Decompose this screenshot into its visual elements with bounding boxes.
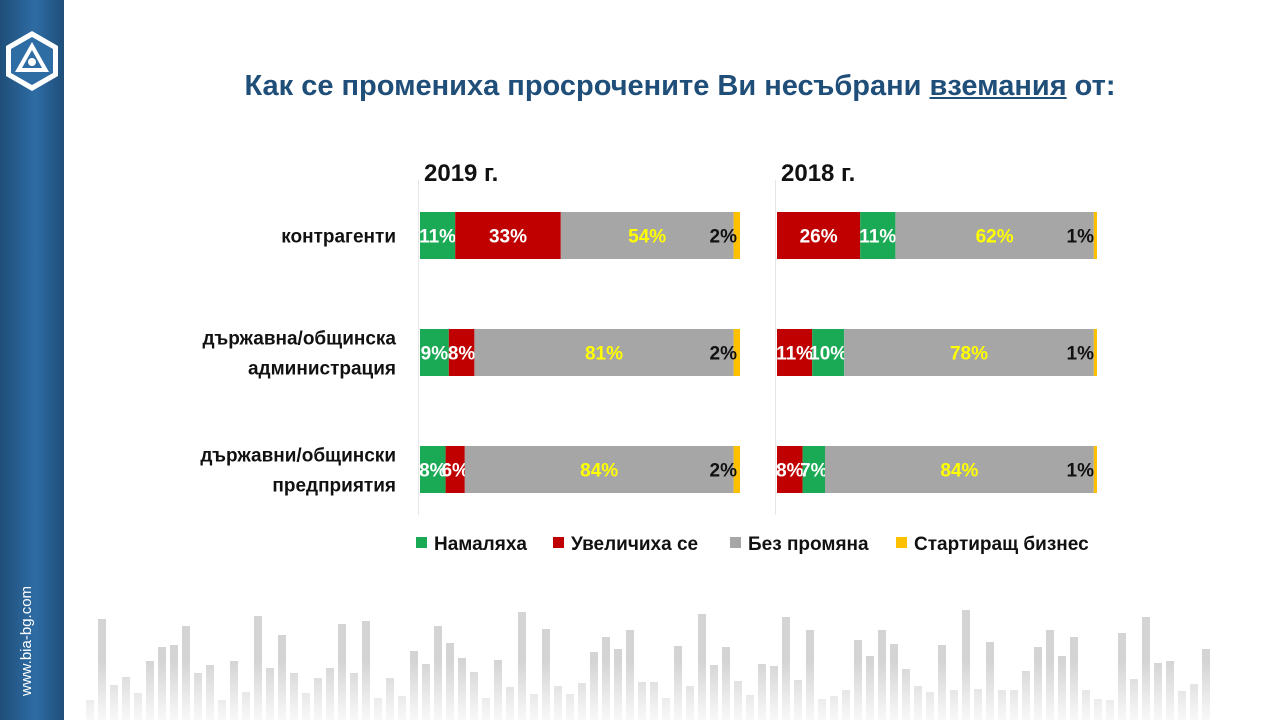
panel-title: 2019 г. [424, 160, 498, 187]
decorative-bars [64, 610, 1280, 720]
category-label: държавна/общинска [203, 329, 397, 350]
bar-намаляха-1 [420, 329, 449, 376]
data-label: 62% [976, 227, 1014, 248]
bar-увеличиха-се-1 [777, 329, 813, 376]
data-label: 11% [859, 227, 896, 248]
legend-swatch-увеличиха-се [553, 537, 564, 548]
category-labels: контрагенти държавна/общинска администраци… [200, 227, 396, 497]
bar-намаляха-0 [860, 212, 896, 259]
data-label: 1% [1067, 227, 1095, 248]
legend-label: Увеличиха се [571, 534, 698, 555]
bar-увеличиха-се-0 [455, 212, 561, 259]
category-label: предприятия [272, 476, 396, 497]
bar-стартиращ-бизнес-1 [733, 329, 740, 376]
bar-стартиращ-бизнес-1 [1093, 329, 1097, 376]
data-label: 2% [710, 461, 738, 482]
title-end: от: [1066, 70, 1116, 102]
bar-стартиращ-бизнес-2 [733, 446, 740, 493]
data-label: 78% [950, 344, 988, 365]
panel-1: 2018 г.26% 11% 62% 1%11%10% 78% 1%8%7% 84% 1% [776, 160, 1097, 493]
data-label: 8% [448, 344, 476, 365]
data-label: 54% [628, 227, 666, 248]
bia-logo-icon [6, 31, 58, 91]
legend-label: Без промяна [748, 534, 869, 555]
bar-без-промяна-0 [560, 212, 734, 259]
data-label: 11% [776, 344, 813, 365]
bar-увеличиха-се-2 [445, 446, 465, 493]
panel-0: 2019 г.11% 33% 54% 2%9% 8% 81% 2%8%6% 84% 2% [419, 160, 740, 493]
bar-увеличиха-се-1 [448, 329, 475, 376]
legend-swatch-намаляха [416, 537, 427, 548]
panel-axes [418, 180, 776, 515]
title-main: Как се промениха просрочените Ви несъбра… [244, 70, 930, 102]
data-label: 10% [809, 344, 847, 365]
legend-swatch-стартиращ-бизнес [896, 537, 907, 548]
sidebar: www.bia-bg.com [0, 0, 64, 720]
data-label: 7% [800, 461, 828, 482]
data-label: 81% [585, 344, 623, 365]
slide-title: Как се промениха просрочените Ви несъбра… [0, 70, 1280, 103]
data-label: 26% [800, 227, 838, 248]
data-label: 11% [419, 227, 456, 248]
bar-намаляха-0 [420, 212, 456, 259]
data-label: 84% [940, 461, 978, 482]
bar-увеличиха-се-0 [777, 212, 861, 259]
data-label: 9% [421, 344, 449, 365]
data-label: 33% [489, 227, 527, 248]
title-keyword: вземания [929, 70, 1067, 102]
bar-без-промяна-1 [844, 329, 1094, 376]
bar-без-промяна-2 [464, 446, 734, 493]
chart-legend: Намаляха Увеличиха се Без промяна Стартиращ… [416, 534, 1089, 555]
deco-fade [64, 660, 1280, 720]
bar-намаляха-2 [802, 446, 825, 493]
data-label: 84% [580, 461, 618, 482]
data-label: 6% [441, 461, 469, 482]
bar-без-промяна-1 [474, 329, 734, 376]
category-label: държавни/общински [200, 446, 396, 467]
bar-без-промяна-0 [895, 212, 1094, 259]
bar-без-промяна-2 [825, 446, 1094, 493]
legend-label: Намаляха [434, 534, 527, 555]
data-label: 1% [1067, 344, 1095, 365]
bar-стартиращ-бизнес-2 [1093, 446, 1097, 493]
category-label: администрация [248, 359, 396, 380]
data-label: 1% [1067, 461, 1095, 482]
category-label: контрагенти [281, 227, 396, 248]
bar-стартиращ-бизнес-0 [1093, 212, 1097, 259]
data-label: 8% [776, 461, 804, 482]
data-label: 2% [710, 344, 738, 365]
legend-label: Стартиращ бизнес [914, 534, 1089, 555]
data-label: 2% [710, 227, 738, 248]
data-label: 8% [419, 461, 447, 482]
bar-стартиращ-бизнес-0 [733, 212, 740, 259]
bar-намаляха-1 [812, 329, 845, 376]
legend-swatch-без-промяна [730, 537, 741, 548]
bar-увеличиха-се-2 [777, 446, 803, 493]
chart-panels: 2019 г.11% 33% 54% 2%9% 8% 81% 2%8%6% 84% 2%2018… [419, 160, 1097, 493]
bar-намаляха-2 [420, 446, 446, 493]
panel-title: 2018 г. [781, 160, 855, 187]
